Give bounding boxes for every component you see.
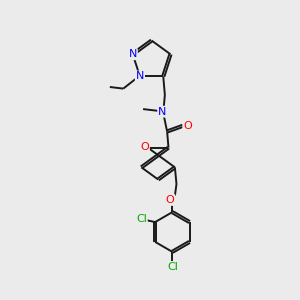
Text: N: N [128,49,137,59]
Text: N: N [158,106,166,117]
Text: Cl: Cl [136,214,147,224]
Text: N: N [136,71,144,81]
Text: O: O [183,121,192,131]
Text: O: O [166,195,175,205]
Text: Cl: Cl [167,262,178,272]
Text: O: O [140,142,149,152]
